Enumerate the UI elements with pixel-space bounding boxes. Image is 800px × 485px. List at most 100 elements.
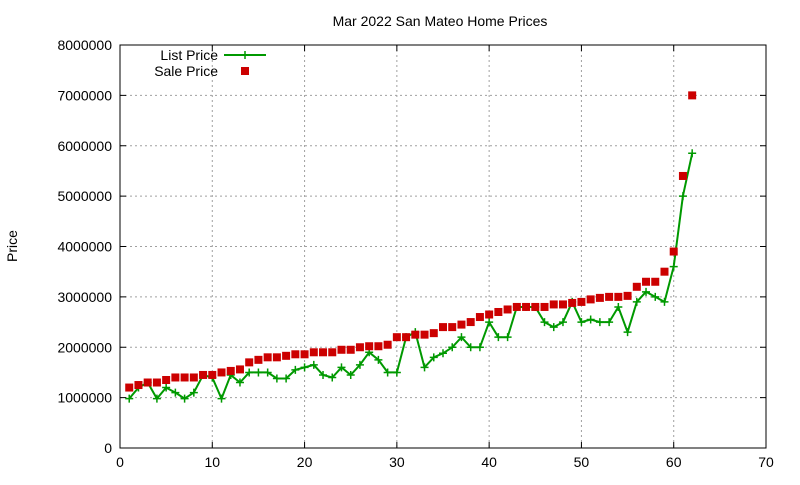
- sale-price-point: [651, 277, 660, 286]
- list-price-point: [383, 368, 392, 377]
- list-price-point: [669, 262, 678, 271]
- sale-price-point: [125, 383, 134, 392]
- sale-price-point: [512, 302, 521, 311]
- y-tick-label: 0: [104, 440, 112, 456]
- list-price-point: [291, 365, 300, 374]
- list-price-point: [485, 318, 494, 327]
- list-price-point: [171, 388, 180, 397]
- y-axis-label: Price: [4, 230, 20, 262]
- list-price-point: [319, 370, 328, 379]
- sale-price-point: [623, 291, 632, 300]
- sale-price-point: [605, 292, 614, 301]
- y-tick-label: 2000000: [57, 339, 112, 355]
- list-price-point: [263, 368, 272, 377]
- list-price-point: [678, 192, 687, 201]
- y-tick-label: 4000000: [57, 239, 112, 255]
- sale-price-point: [531, 302, 540, 311]
- list-price-point: [549, 323, 558, 332]
- x-tick-label: 0: [116, 454, 124, 470]
- chart-title: Mar 2022 San Mateo Home Prices: [333, 13, 548, 29]
- list-price-point: [346, 370, 355, 379]
- list-price-point: [420, 363, 429, 372]
- sale-price-point: [134, 381, 143, 390]
- list-price-point: [586, 315, 595, 324]
- sale-price-point: [595, 293, 604, 302]
- list-price-point: [642, 287, 651, 296]
- sale-price-point: [678, 171, 687, 180]
- x-tick-label: 60: [666, 454, 682, 470]
- sale-price-point: [402, 333, 411, 342]
- sale-price-point: [568, 298, 577, 307]
- sale-price-point: [522, 302, 531, 311]
- sale-price-point: [392, 333, 401, 342]
- sale-price-point: [549, 300, 558, 309]
- y-tick-label: 8000000: [57, 37, 112, 53]
- list-price-point: [235, 378, 244, 387]
- sale-price-point: [457, 320, 466, 329]
- y-tick-label: 6000000: [57, 138, 112, 154]
- sale-price-point: [475, 313, 484, 322]
- list-price-point: [614, 302, 623, 311]
- sale-price-point: [669, 247, 678, 256]
- sale-price-point: [291, 350, 300, 359]
- sale-price-point: [614, 292, 623, 301]
- sale-price-point: [466, 318, 475, 327]
- list-price-point: [337, 363, 346, 372]
- sale-price-point: [642, 277, 651, 286]
- list-price-point: [374, 355, 383, 364]
- list-price-point: [558, 318, 567, 327]
- sale-price-point: [448, 323, 457, 332]
- list-price-point: [540, 318, 549, 327]
- sale-price-point: [365, 342, 374, 351]
- list-price-point: [300, 363, 309, 372]
- sale-price-point: [577, 297, 586, 306]
- x-tick-label: 70: [758, 454, 774, 470]
- legend-marker-sale-price: [241, 67, 249, 75]
- sale-price-point: [180, 373, 189, 382]
- list-price-point: [180, 394, 189, 403]
- list-price-point: [605, 318, 614, 327]
- list-price-point: [245, 368, 254, 377]
- list-price-point: [217, 394, 226, 403]
- list-price-point: [457, 333, 466, 342]
- list-price-point: [439, 349, 447, 358]
- sale-price-point: [217, 368, 226, 377]
- list-price-point: [660, 297, 669, 306]
- list-price-point: [466, 343, 475, 352]
- sale-price-point: [263, 353, 272, 362]
- list-price-point: [595, 318, 604, 327]
- sale-price-point: [558, 300, 567, 309]
- list-price-point: [688, 149, 697, 158]
- list-price-point: [651, 292, 660, 301]
- list-price-point: [577, 318, 586, 327]
- y-tick-label: 5000000: [57, 188, 112, 204]
- sale-price-point: [374, 342, 383, 351]
- sale-price-point: [540, 302, 549, 311]
- x-tick-label: 20: [297, 454, 313, 470]
- list-price-point: [355, 360, 364, 369]
- x-tick-label: 40: [481, 454, 497, 470]
- list-price-point: [162, 383, 171, 392]
- list-price-point: [503, 333, 512, 342]
- sale-price-point: [429, 329, 438, 338]
- sale-price-point: [420, 330, 429, 339]
- sale-price-point: [688, 91, 697, 100]
- y-tick-label: 7000000: [57, 87, 112, 103]
- sale-price-point: [300, 350, 309, 359]
- sale-price-point: [586, 295, 595, 304]
- sale-price-point: [272, 353, 281, 362]
- legend-label-list-price: List Price: [160, 47, 218, 63]
- sale-price-point: [208, 370, 217, 379]
- sale-price-point: [282, 351, 291, 360]
- sale-price-point: [152, 378, 161, 387]
- list-price-point: [282, 374, 291, 383]
- list-price-point: [254, 368, 263, 377]
- list-price-point: [448, 343, 457, 352]
- sale-price-point: [383, 340, 392, 349]
- sale-price-point: [189, 373, 198, 382]
- list-price-point: [494, 333, 503, 342]
- sale-price-point: [143, 378, 152, 387]
- sale-price-point: [439, 323, 447, 332]
- sale-price-point: [411, 330, 420, 339]
